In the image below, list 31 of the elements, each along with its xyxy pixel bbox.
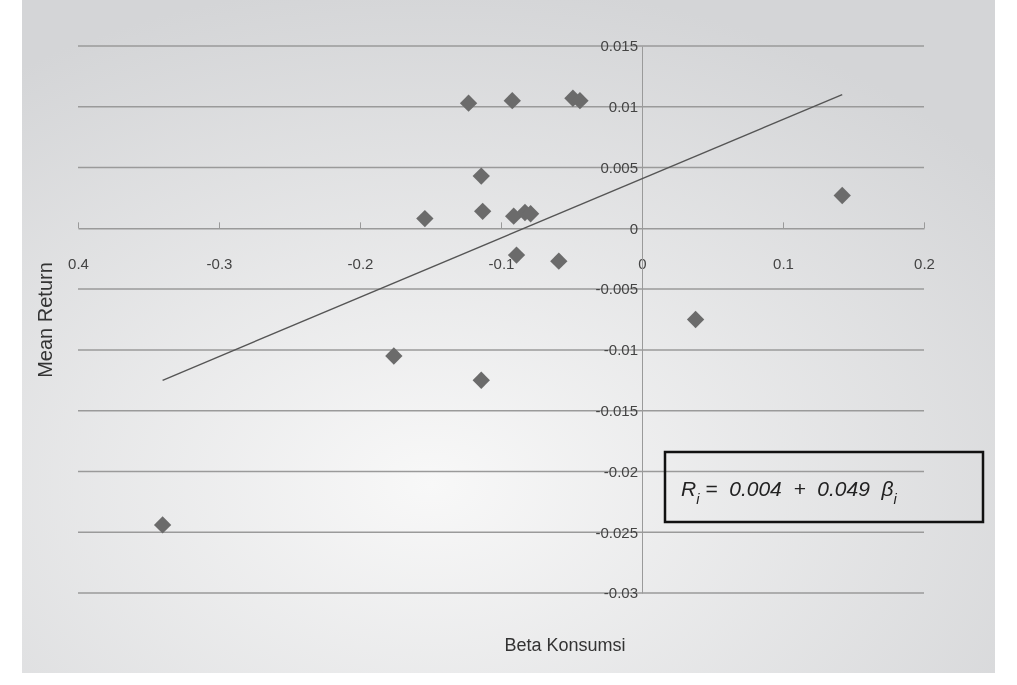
point — [505, 207, 523, 225]
y-tick-label: -0.025 — [595, 523, 638, 541]
point — [472, 167, 490, 185]
x-axis-title: Beta Konsumsi — [504, 635, 626, 655]
y-tick-label: -0.02 — [603, 462, 638, 480]
x-tick-label: 0.1 — [773, 255, 794, 273]
y-tick-label: -0.01 — [603, 341, 638, 359]
point — [459, 94, 478, 112]
point — [550, 252, 568, 270]
point — [503, 92, 521, 110]
annotation: R$_{i}$ = 0.004 + 0.049 β$_{i}$ — [681, 477, 898, 507]
x-tick-label: -0.1 — [488, 255, 515, 273]
y-tick-label: 0.01 — [608, 98, 638, 116]
x-tick-label: 0.4 — [68, 255, 89, 273]
y-axis-title: Mean Return — [34, 262, 56, 378]
x-tick-label: 0.2 — [914, 255, 935, 273]
x-tick-label: -0.2 — [347, 255, 374, 273]
y-tick-label: 0.015 — [600, 37, 638, 55]
point — [416, 209, 434, 228]
point — [833, 186, 851, 205]
x-tick-label: -0.3 — [206, 255, 233, 273]
y-tick-label: 0.005 — [600, 158, 638, 176]
point — [153, 516, 172, 534]
point — [472, 371, 490, 389]
point — [385, 347, 403, 365]
point — [474, 202, 492, 220]
y-tick-label: 0 — [629, 219, 638, 237]
point — [686, 310, 705, 329]
y-tick-label: -0.005 — [595, 280, 638, 298]
y-tick-label: -0.03 — [603, 584, 638, 602]
y-tick-label: -0.015 — [595, 401, 638, 419]
